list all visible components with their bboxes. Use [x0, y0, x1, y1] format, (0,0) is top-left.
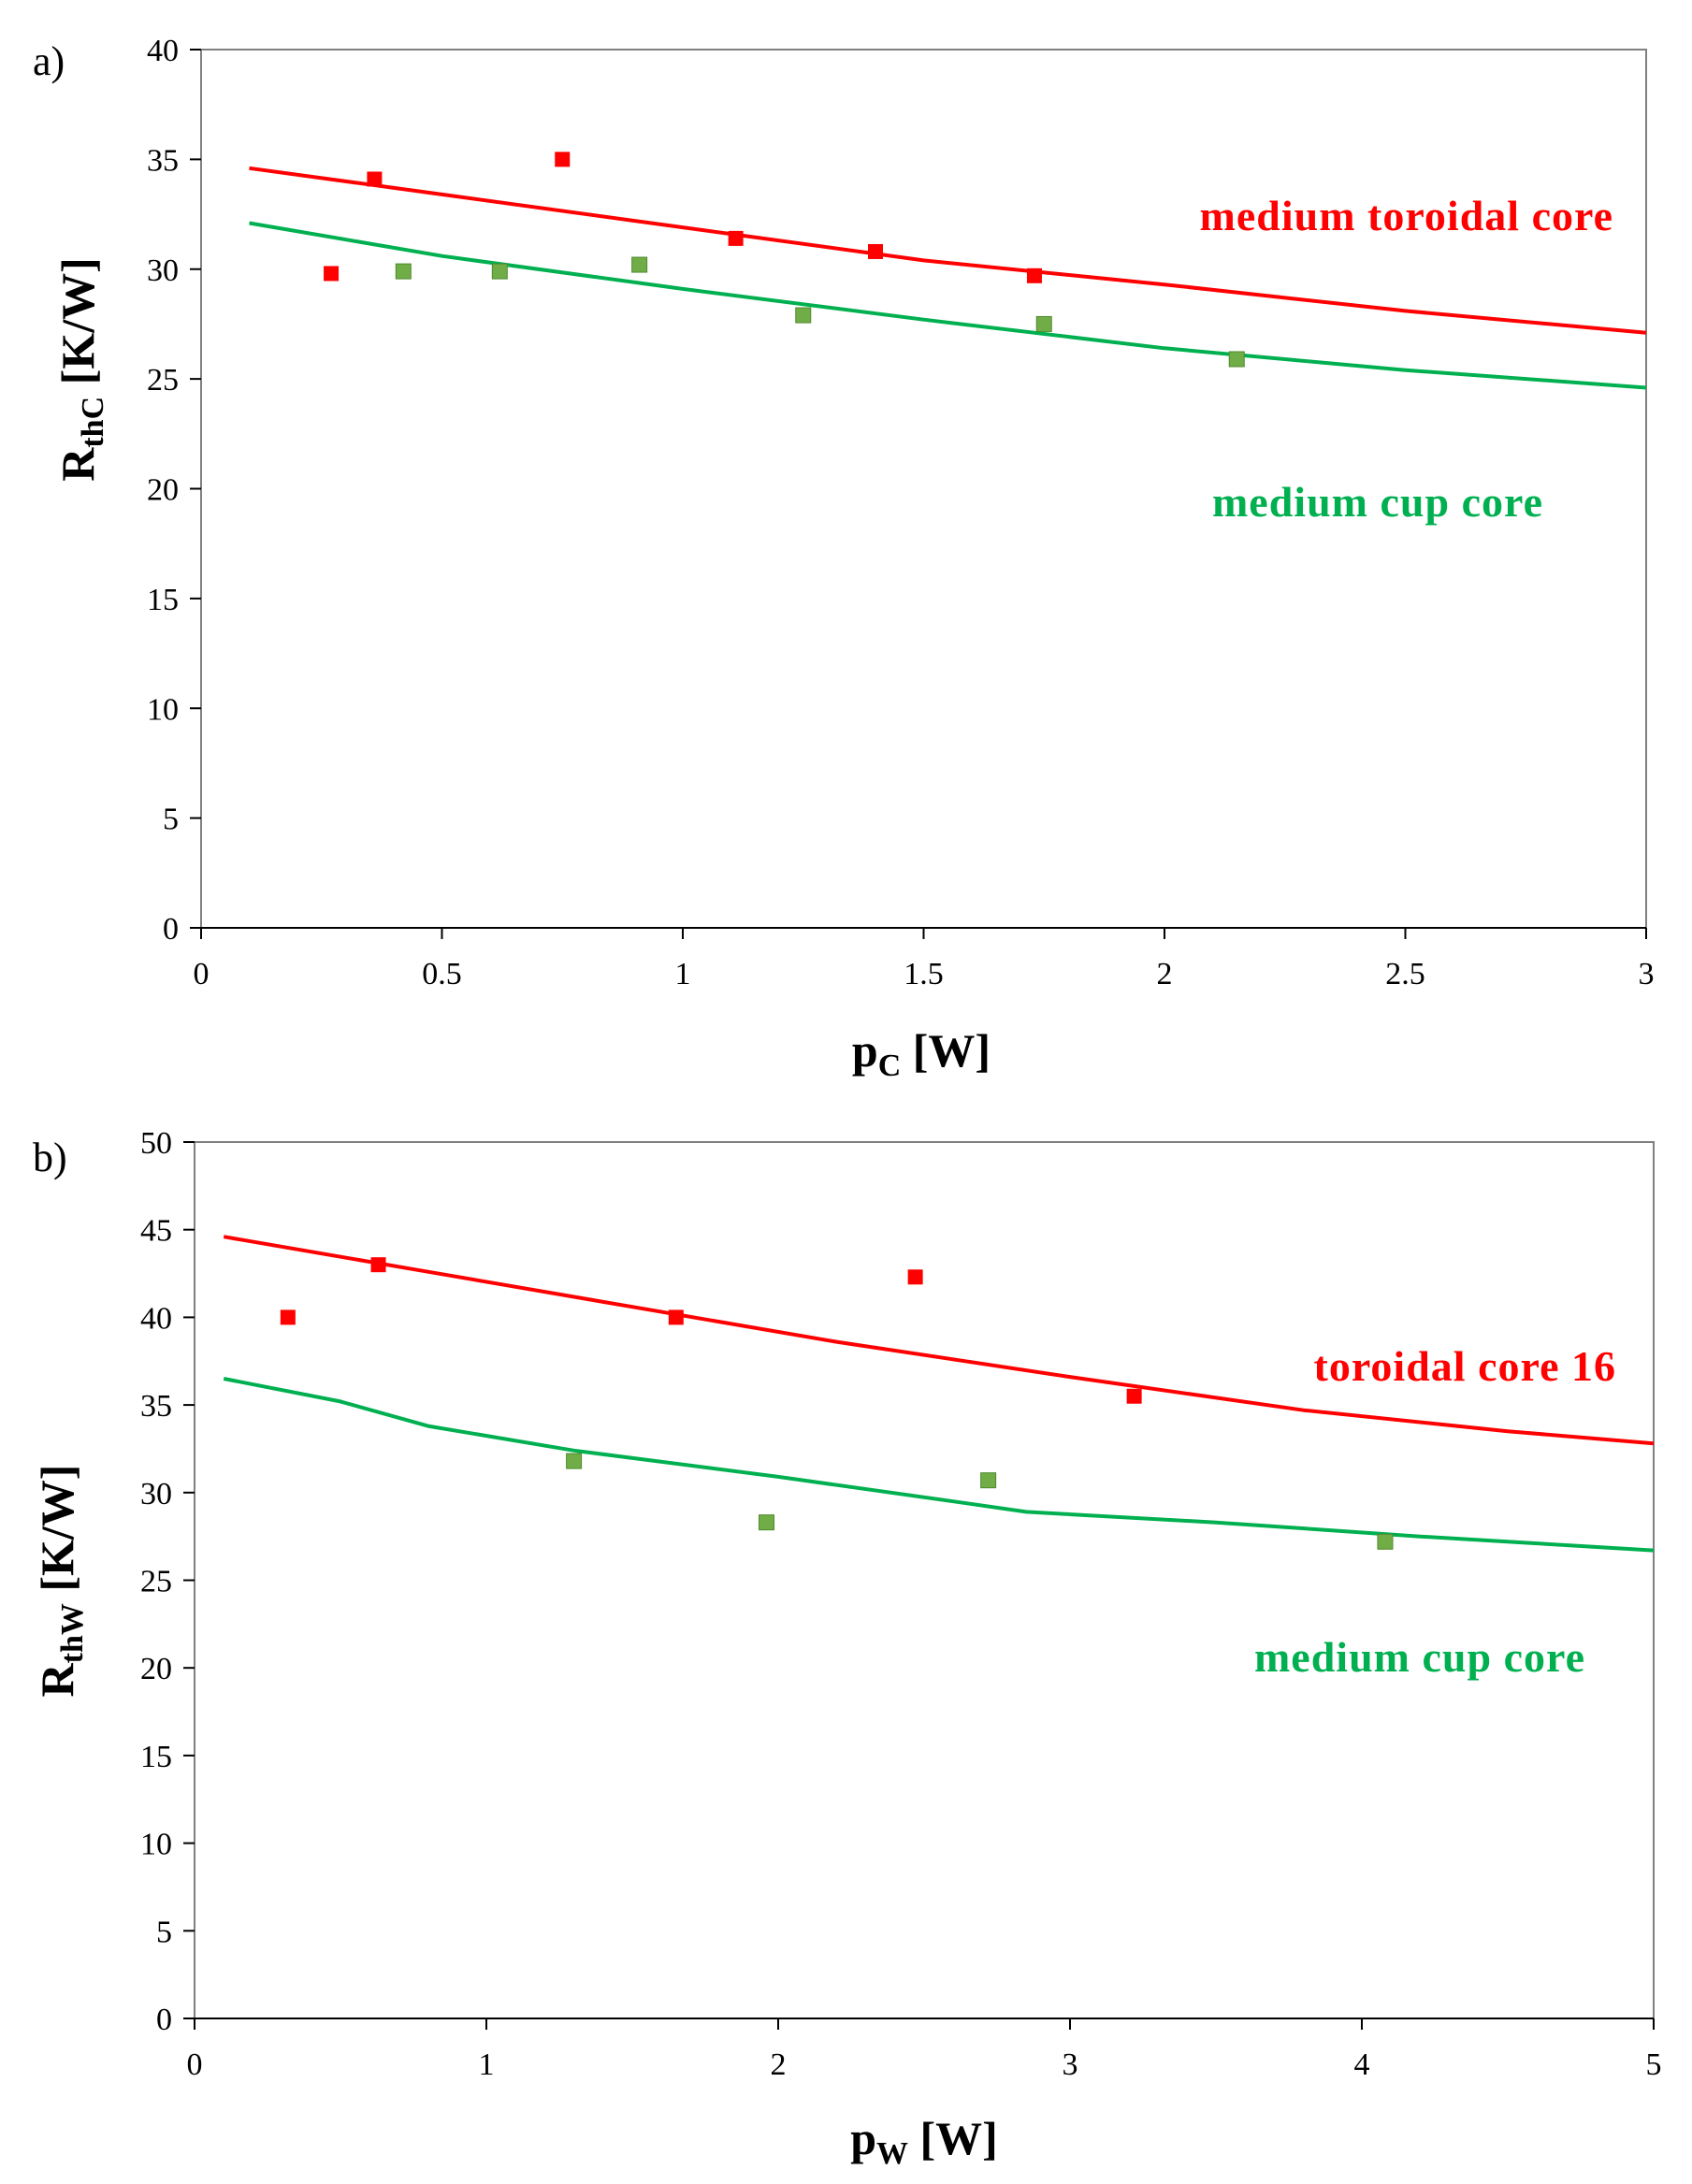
y-tick-label: 15: [147, 583, 179, 617]
x-axis-label-main: p: [850, 2112, 876, 2164]
data-point-toroidal: [280, 1309, 296, 1325]
series-label-cup: medium cup core: [1212, 478, 1543, 526]
x-tick-label: 1: [479, 2047, 495, 2082]
data-point-toroidal: [868, 243, 883, 259]
fit-curves: [223, 1235, 1655, 1553]
y-tick-label: 40: [147, 34, 179, 68]
y-tick-label: 10: [147, 692, 179, 727]
y-axis-label-sub: thW: [55, 1603, 90, 1663]
data-point-toroidal: [1126, 1388, 1142, 1404]
y-tick-label: 20: [140, 1652, 172, 1686]
x-axis-label-unit: [W]: [908, 2112, 998, 2164]
x-axis-label-sub: C: [878, 1049, 902, 1083]
x-axis-label-unit: [W]: [901, 1024, 991, 1077]
data-point-toroidal: [728, 230, 744, 246]
y-tick-label: 25: [140, 1565, 172, 1599]
x-tick-label: 0: [187, 2047, 203, 2082]
series-label-cup: medium cup core: [1254, 1633, 1585, 1681]
y-tick-label: 40: [140, 1301, 172, 1336]
y-tick-label: 30: [147, 253, 179, 288]
data-point-toroidal: [367, 171, 383, 187]
data-markers: [324, 152, 1245, 368]
data-point-cup: [566, 1453, 583, 1469]
y-tick-label: 5: [163, 803, 179, 837]
y-axis-label-main: R: [31, 1662, 83, 1697]
x-tick-label: 1.5: [904, 957, 944, 991]
y-tick-label: 50: [140, 1126, 172, 1161]
fit-curve-toroidal: [223, 1235, 1655, 1446]
y-tick-label: 0: [156, 2003, 172, 2037]
data-point-toroidal: [555, 152, 571, 167]
panel-label: a): [33, 38, 65, 84]
plot-area: [194, 1141, 1655, 2019]
x-axis-label-main: p: [852, 1024, 878, 1077]
x-axis-label: pW [W]: [850, 2112, 998, 2171]
y-axis-label-main: R: [51, 447, 104, 482]
y-tick-label: 30: [140, 1477, 172, 1511]
data-point-toroidal: [907, 1269, 923, 1285]
fit-curve-toroidal: [249, 166, 1647, 335]
x-tick-label: 1: [675, 957, 691, 991]
data-point-cup: [1377, 1533, 1394, 1550]
data-point-toroidal: [370, 1257, 386, 1273]
y-axis-label-sub: thC: [76, 397, 110, 448]
x-tick-label: 3: [1639, 957, 1655, 991]
fit-curve-cup: [223, 1377, 1655, 1553]
x-tick-label: 4: [1354, 2047, 1370, 2082]
data-point-cup: [759, 1514, 775, 1531]
y-tick-label: 45: [140, 1214, 172, 1249]
y-axis-label-unit: [K/W]: [31, 1465, 83, 1604]
data-point-cup: [631, 256, 648, 273]
data-point-cup: [491, 263, 508, 280]
data-point-toroidal: [324, 266, 340, 282]
x-tick-label: 0.5: [422, 957, 462, 991]
y-tick-label: 5: [156, 1915, 172, 1949]
x-axis-label-sub: W: [876, 2136, 908, 2171]
y-tick-label: 20: [147, 473, 179, 508]
data-point-toroidal: [668, 1309, 684, 1325]
y-axis-label-unit: [K/W]: [51, 257, 104, 397]
fit-curve-cup: [249, 221, 1647, 390]
y-tick-label: 35: [147, 143, 179, 178]
y-tick-label: 0: [163, 912, 179, 947]
y-tick-label: 10: [140, 1828, 172, 1862]
y-axis-label: RthW [K/W]: [31, 1465, 90, 1698]
panel-label: b): [33, 1135, 67, 1180]
y-tick-label: 25: [147, 363, 179, 398]
y-tick-label: 35: [140, 1389, 172, 1424]
x-tick-label: 0: [194, 957, 210, 991]
x-tick-label: 2.5: [1385, 957, 1425, 991]
x-tick-label: 2: [771, 2047, 787, 2082]
data-point-cup: [980, 1472, 997, 1489]
x-tick-label: 3: [1063, 2047, 1078, 2082]
series-label-toroidal: medium toroidal core: [1200, 192, 1613, 239]
data-markers: [280, 1257, 1394, 1550]
y-axis-label: RthC [K/W]: [51, 257, 110, 482]
data-point-cup: [795, 307, 812, 324]
x-axis-label: pC [W]: [852, 1024, 991, 1083]
x-tick-label: 5: [1646, 2047, 1662, 2082]
data-point-cup: [1228, 351, 1245, 368]
series-label-toroidal: toroidal core 16: [1314, 1342, 1616, 1390]
x-tick-label: 2: [1157, 957, 1173, 991]
data-point-cup: [1035, 315, 1052, 332]
data-point-cup: [395, 263, 412, 280]
y-tick-label: 15: [140, 1740, 172, 1774]
data-point-toroidal: [1026, 268, 1042, 283]
fit-curves: [249, 166, 1647, 390]
